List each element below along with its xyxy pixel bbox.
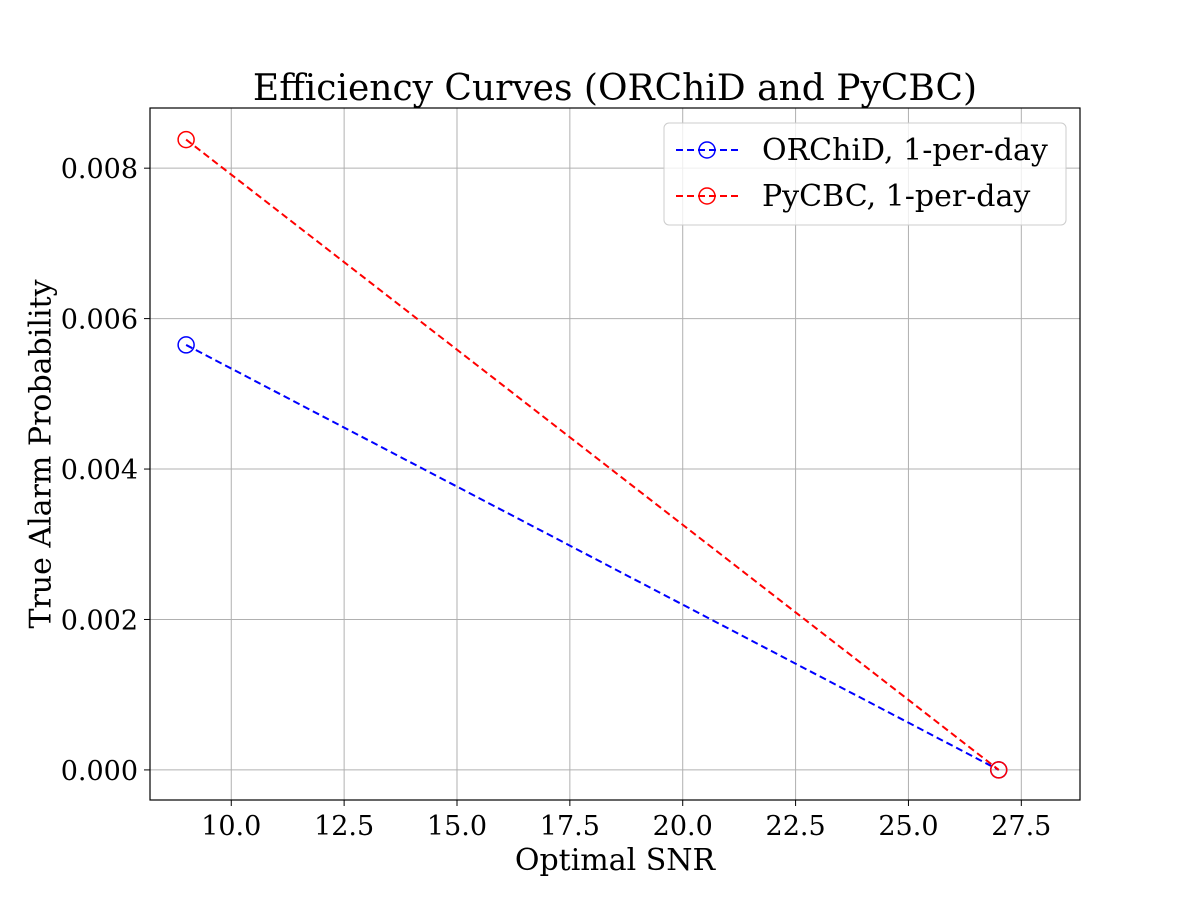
- x-tick-label: 15.0: [427, 811, 487, 842]
- series-line: [185, 344, 1000, 771]
- y-tick-label: 0.004: [61, 455, 138, 486]
- x-tick-label: 27.5: [991, 811, 1051, 842]
- x-tick-label: 12.5: [314, 811, 374, 842]
- y-axis-label: True Alarm Probability: [24, 279, 59, 628]
- x-tick-label: 10.0: [201, 811, 261, 842]
- y-tick-label: 0.008: [61, 154, 138, 185]
- x-tick-label: 25.0: [878, 811, 938, 842]
- data-point: [989, 761, 1008, 779]
- legend-box: [663, 122, 1067, 226]
- data-point: [177, 130, 195, 149]
- y-tick-label: 0.002: [61, 605, 138, 636]
- legend: ORChiD, 1-per-day PyCBC, 1-per-day: [663, 122, 1067, 226]
- y-tick-label: 0.000: [61, 756, 138, 787]
- data-point: [177, 336, 195, 354]
- x-tick-label: 22.5: [766, 811, 826, 842]
- tick-layer: 10.0 12.5 15.0 17.5 20.0 22.5 25.0 27.5 0.000 0.0…: [61, 154, 1052, 842]
- x-tick-label: 17.5: [540, 811, 600, 842]
- x-axis-label: Optimal SNR: [515, 843, 717, 878]
- plot-frame: [149, 107, 1081, 801]
- chart-title: Efficiency Curves (ORChiD and PyCBC): [253, 68, 977, 109]
- legend-label: ORChiD, 1-per-day: [762, 133, 1048, 168]
- legend-label: PyCBC, 1-per-day: [762, 179, 1030, 214]
- series-layer: [177, 130, 1008, 779]
- series-line: [185, 138, 1000, 771]
- legend-marker: [698, 187, 716, 205]
- legend-marker: [698, 141, 716, 159]
- x-tick-label: 20.0: [653, 811, 713, 842]
- y-tick-label: 0.006: [61, 305, 138, 336]
